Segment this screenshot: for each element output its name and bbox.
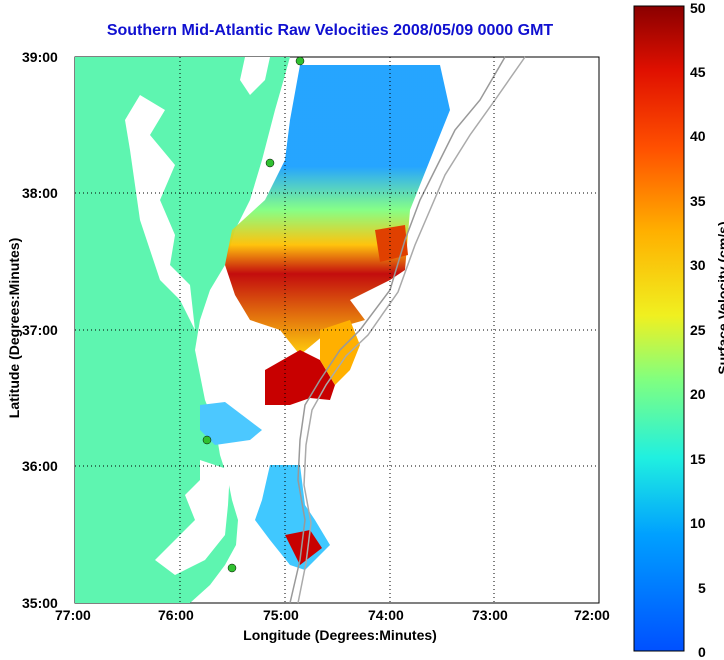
grid-lines [75,57,599,603]
velocity-field-middle [265,350,335,405]
velocity-field-middle-edge [320,320,360,385]
x-tick: 74:00 [368,607,404,623]
y-axis-label: Latitude (Degrees:Minutes) [6,237,22,419]
colorbar-tick: 0 [698,644,706,660]
depth-contour [289,56,506,604]
velocity-field-hotspot [375,225,408,262]
pamlico-sound [155,460,230,575]
colorbar-tick: 30 [690,257,706,273]
x-tick: 75:00 [263,607,299,623]
x-tick: 72:00 [574,607,610,623]
land-mass [75,57,290,603]
map-title: Southern Mid-Atlantic Raw Velocities 200… [106,22,554,39]
velocity-field-south-west [200,402,262,445]
y-tick: 37:00 [22,322,58,338]
colorbar-tick: 25 [690,322,706,338]
station-markers [202,56,305,573]
colorbar-tick: 40 [690,128,706,144]
colorbar-tick: 10 [690,515,706,531]
colorbar-tick: 35 [690,193,706,209]
delaware-bay [240,57,270,95]
chesapeake-bay [125,95,195,330]
x-tick: 76:00 [158,607,194,623]
x-axis-label: Longitude (Degrees:Minutes) [243,627,437,643]
colorbar-tick: 15 [690,451,706,467]
y-tick: 38:00 [22,185,58,201]
colorbar-tick: 50 [690,0,706,16]
colorbar-tick: 5 [698,580,706,596]
velocity-field-north [225,65,450,355]
y-tick: 39:00 [22,49,58,65]
velocity-field-south-hotspot [285,530,322,565]
y-tick: 35:00 [22,595,58,611]
depth-contour-outer [297,56,526,604]
colorbar-label: Surface Velocity (cm/s) [715,221,724,375]
colorbar [633,5,685,652]
y-tick: 36:00 [22,458,58,474]
x-tick: 73:00 [472,607,508,623]
colorbar-tick: 45 [690,64,706,80]
x-tick: 77:00 [55,607,91,623]
colorbar-tick: 20 [690,386,706,402]
